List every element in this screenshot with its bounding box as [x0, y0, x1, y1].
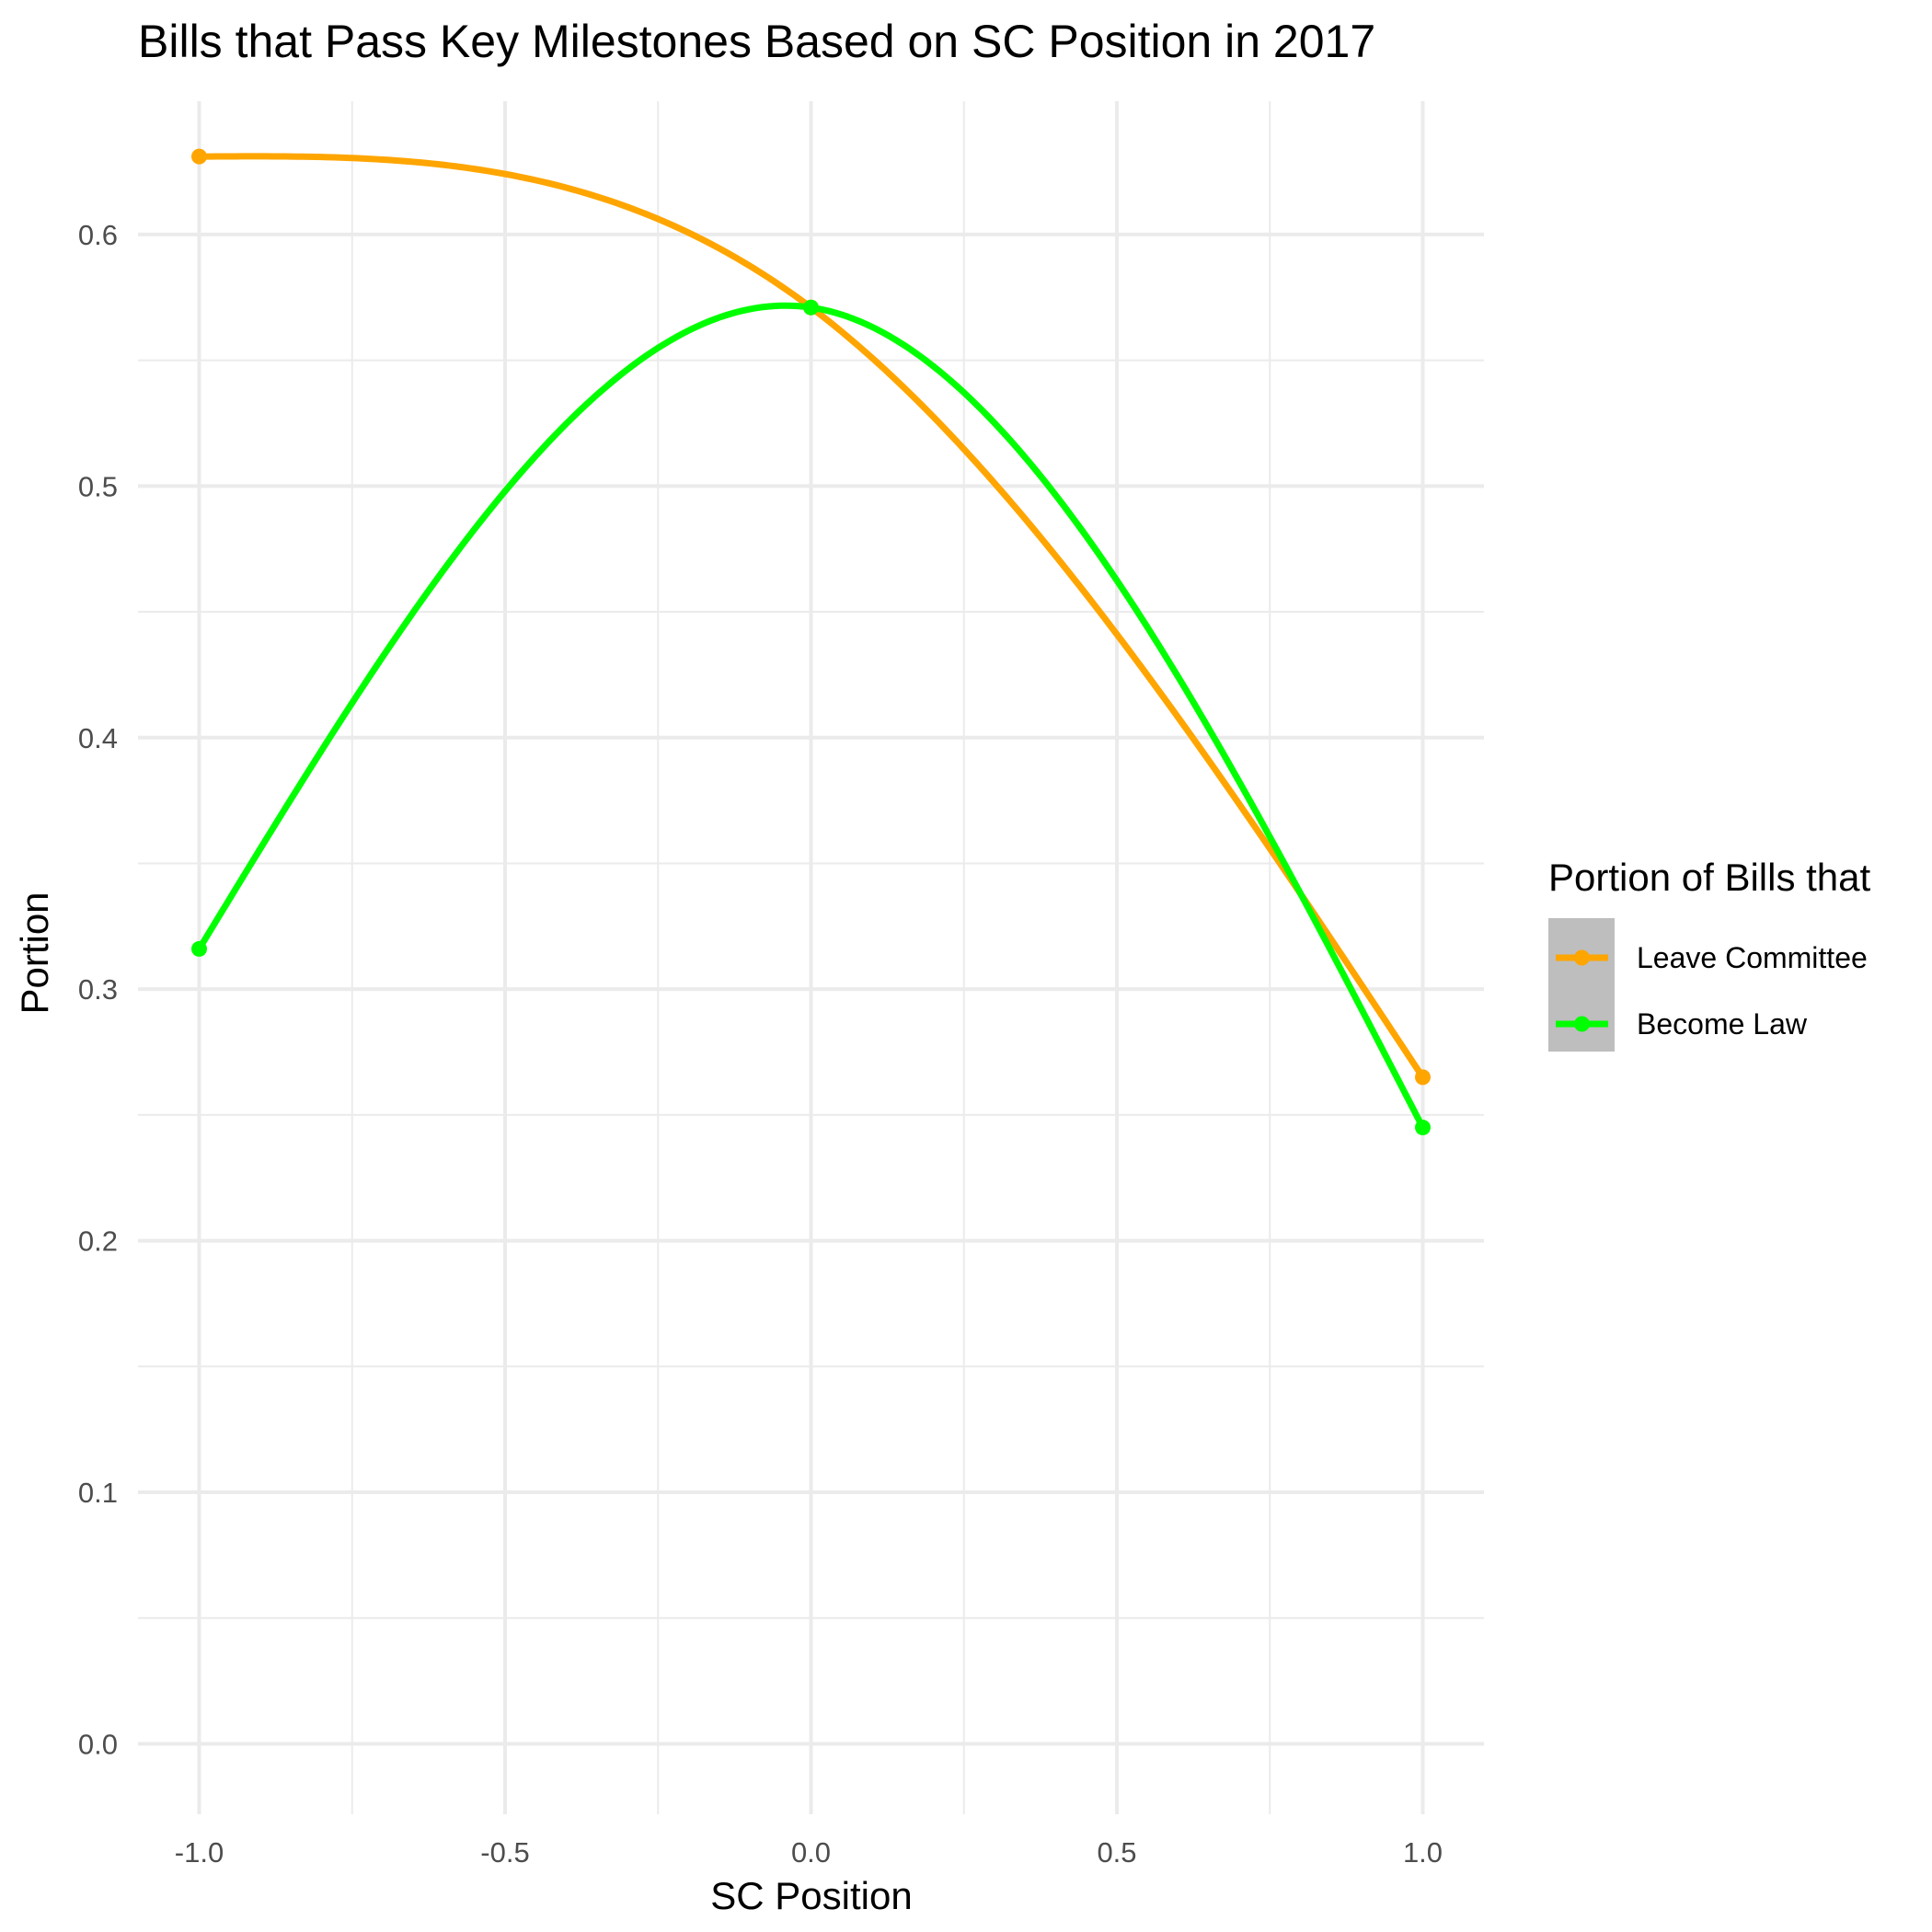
- x-tick-label: 1.0: [1403, 1836, 1443, 1869]
- legend-key-point: [1574, 1016, 1590, 1032]
- legend-key-point: [1574, 949, 1590, 966]
- y-tick-label: 0.4: [78, 722, 118, 754]
- y-tick-labels: 0.0 0.1 0.2 0.3 0.4 0.5 0.6: [78, 219, 118, 1761]
- y-tick-label: 0.0: [78, 1728, 118, 1760]
- data-point: [191, 148, 207, 165]
- y-tick-label: 0.1: [78, 1477, 118, 1509]
- chart-title: Bills that Pass Key Milestones Based on …: [138, 16, 1375, 67]
- data-point: [803, 299, 819, 316]
- y-tick-label: 0.6: [78, 219, 118, 251]
- y-tick-label: 0.2: [78, 1225, 118, 1258]
- legend: Portion of Bills that Leave Committee Bec…: [1548, 856, 1871, 1052]
- y-tick-label: 0.5: [78, 470, 118, 502]
- x-tick-label: -1.0: [175, 1836, 224, 1869]
- y-tick-label: 0.3: [78, 973, 118, 1006]
- legend-title: Portion of Bills that: [1548, 856, 1871, 899]
- series-points: [191, 148, 1431, 1136]
- x-tick-label: 0.0: [791, 1836, 831, 1869]
- x-axis-title: SC Position: [710, 1874, 912, 1917]
- x-tick-labels: -1.0 -0.5 0.0 0.5 1.0: [175, 1836, 1443, 1869]
- data-point: [1415, 1069, 1431, 1086]
- data-point: [1415, 1120, 1431, 1136]
- legend-label: Become Law: [1637, 1007, 1808, 1041]
- legend-items: Leave Committee Become Law: [1556, 941, 1868, 1041]
- x-tick-label: 0.5: [1097, 1836, 1136, 1869]
- data-point: [191, 940, 207, 957]
- x-tick-label: -0.5: [480, 1836, 529, 1869]
- legend-label: Leave Committee: [1637, 941, 1868, 974]
- grid: [138, 101, 1484, 1814]
- y-axis-title: Portion: [13, 891, 56, 1014]
